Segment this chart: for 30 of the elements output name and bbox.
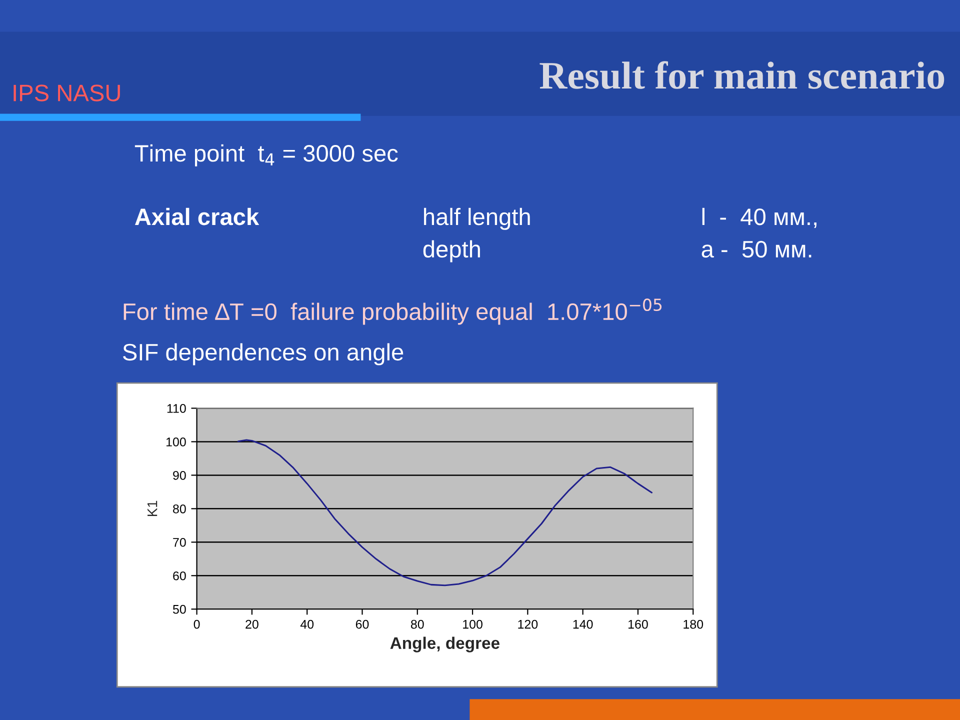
x-axis-title: Angle, degree (390, 636, 500, 652)
x-tick-label: 100 (463, 620, 482, 629)
y-tick-label: 50 (172, 604, 186, 614)
x-tick-label: 20 (246, 620, 258, 629)
x-tick-label: 160 (628, 620, 648, 629)
text: For time ∆T =0 failure probability equal 1.07*10$^{−05}$ (124, 298, 662, 325)
text: l - 40 мм., (702, 208, 816, 228)
line-series (237, 439, 653, 586)
x-tick-label: 180 (684, 620, 704, 629)
x-tick-label: 140 (573, 620, 593, 629)
text: IPS NASU (14, 84, 120, 102)
y-tick-label: 60 (173, 571, 186, 580)
chart-title: Result for main scenario (540, 61, 944, 90)
x-tick-label: 80 (410, 620, 424, 629)
x-tick-label: 0 (194, 620, 200, 629)
y-tick-label: 70 (173, 538, 186, 547)
x-tick-label: 40 (300, 620, 314, 629)
x-tick-label: 120 (518, 620, 538, 629)
text: half length (424, 208, 530, 230)
text: Axial crack (134, 208, 260, 226)
y-tick-label: 100 (166, 438, 186, 446)
y-tick-label: 80 (173, 504, 186, 514)
y-tick-label: 110 (167, 404, 186, 413)
x-tick-label: 60 (356, 620, 369, 629)
y-tick-label: 90 (173, 471, 186, 480)
text: depth (423, 240, 480, 262)
text: Time point t$_{4}$ = 3000 sec (134, 144, 398, 166)
text: a - 50 мм. (702, 240, 812, 258)
y-axis-title: K1 (148, 500, 158, 516)
text: SIF dependences on angle (122, 343, 404, 366)
